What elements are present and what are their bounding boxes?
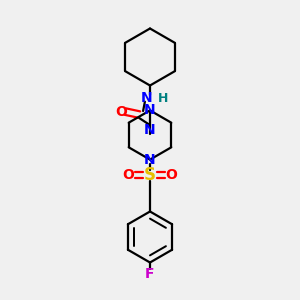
Text: N: N — [144, 123, 156, 136]
Text: H: H — [158, 92, 168, 105]
Text: O: O — [115, 105, 127, 118]
Text: N: N — [144, 153, 156, 166]
Text: N: N — [144, 103, 156, 117]
Text: O: O — [166, 168, 178, 182]
Text: O: O — [122, 168, 134, 182]
Text: N: N — [141, 91, 153, 105]
Text: F: F — [145, 267, 155, 281]
Text: S: S — [144, 166, 156, 184]
